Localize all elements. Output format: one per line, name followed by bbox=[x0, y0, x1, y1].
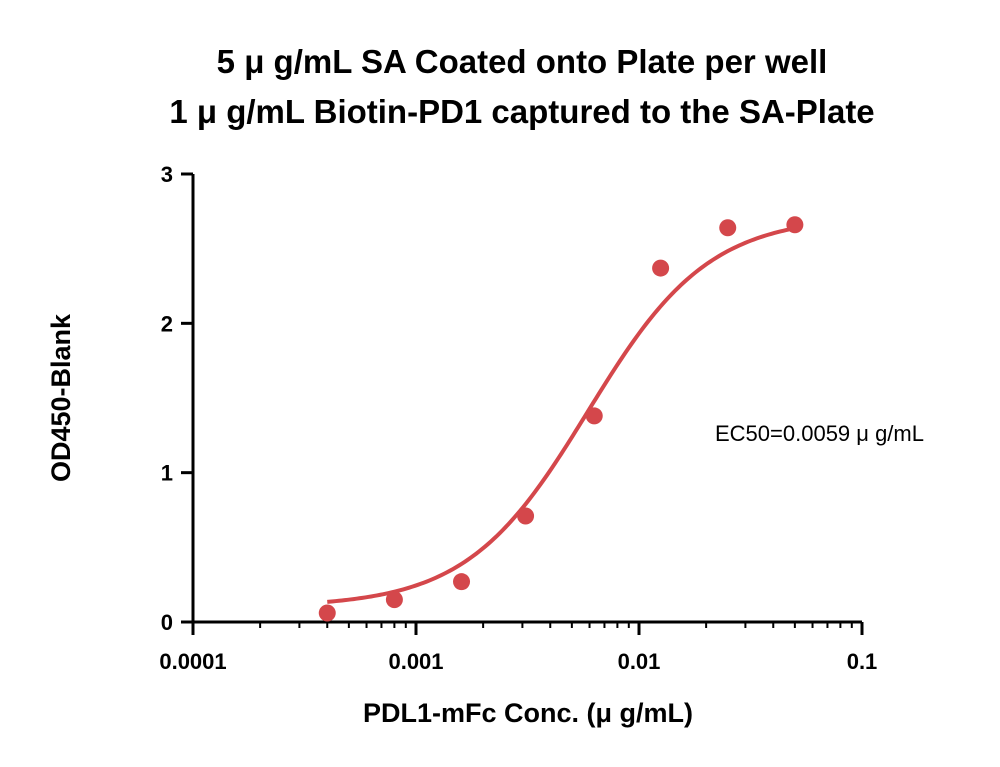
y-tick-label-0: 0 bbox=[161, 610, 173, 635]
y-tick-label-2: 2 bbox=[161, 311, 173, 336]
chart-title-line-2: 1 μ g/mL Biotin-PD1 captured to the SA-P… bbox=[169, 93, 874, 130]
x-tick-label-3: 0.1 bbox=[847, 649, 878, 674]
fit-curve-0 bbox=[327, 226, 796, 604]
data-point-0-7 bbox=[786, 216, 804, 234]
y-tick-label-1: 1 bbox=[161, 461, 173, 486]
data-point-0-1 bbox=[385, 591, 403, 609]
data-point-0-5 bbox=[652, 259, 670, 277]
plot-area: 0 1 2 3 0.0001 0.001 0.01 0.1 bbox=[159, 162, 877, 674]
data-point-0-3 bbox=[517, 507, 535, 525]
chart-title-line-1: 5 μ g/mL SA Coated onto Plate per well bbox=[217, 43, 828, 80]
ec50-annotation: EC50=0.0059 μ g/mL bbox=[715, 421, 924, 446]
data-point-0-2 bbox=[453, 573, 471, 591]
x-tick-label-0: 0.0001 bbox=[159, 649, 226, 674]
data-point-0-0 bbox=[318, 604, 336, 622]
y-tick-label-3: 3 bbox=[161, 162, 173, 187]
y-axis-title: OD450-Blank bbox=[46, 313, 76, 482]
x-axis-title: PDL1-mFc Conc. (μ g/mL) bbox=[363, 698, 693, 728]
x-tick-label-1: 0.001 bbox=[388, 649, 443, 674]
x-tick-label-2: 0.01 bbox=[618, 649, 661, 674]
data-point-0-4 bbox=[585, 407, 603, 425]
data-point-0-6 bbox=[719, 219, 737, 237]
